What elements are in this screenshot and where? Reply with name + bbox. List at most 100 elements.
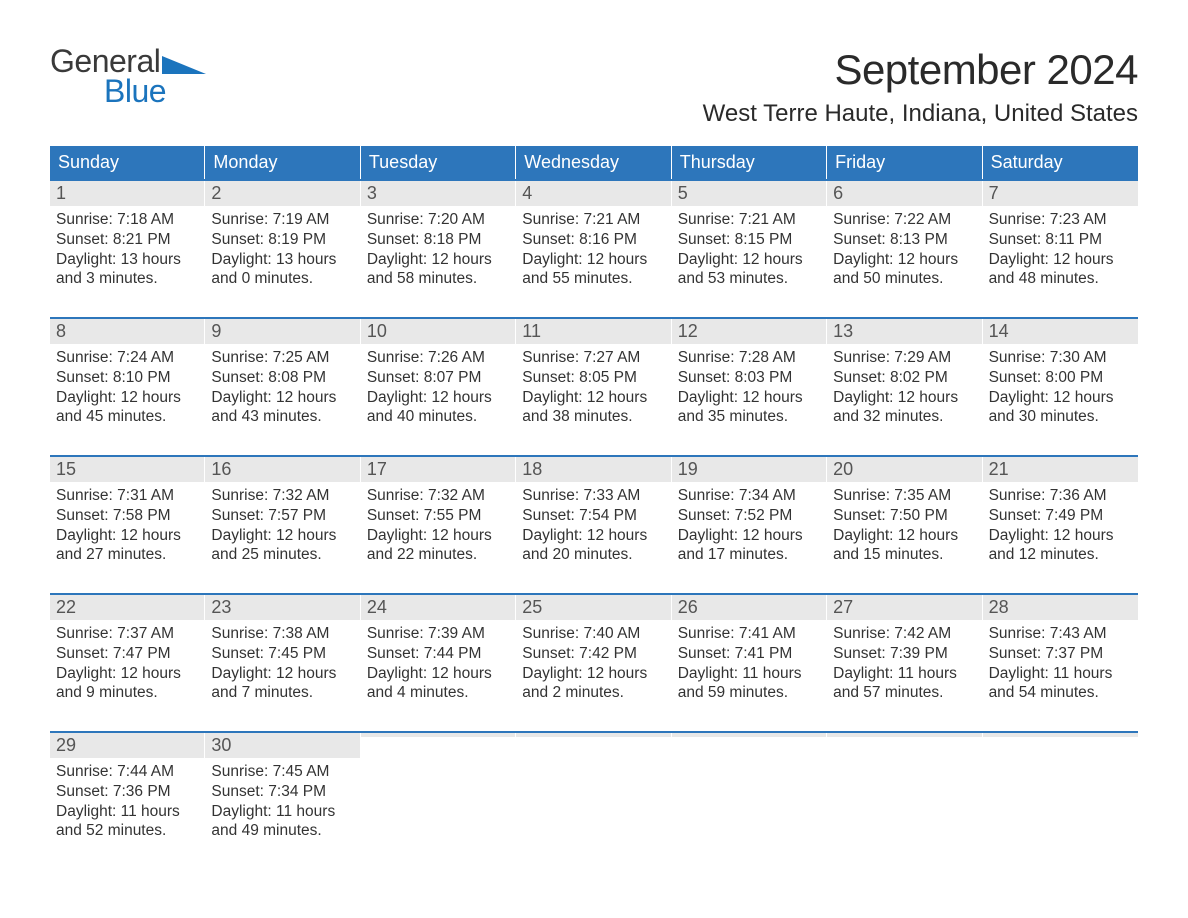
sunset-text: Sunset: 8:18 PM	[367, 230, 510, 250]
sunrise-text: Sunrise: 7:32 AM	[211, 486, 354, 506]
day-number: 15	[50, 457, 205, 482]
calendar-cell: 14Sunrise: 7:30 AMSunset: 8:00 PMDayligh…	[983, 319, 1138, 437]
daylight-text: Daylight: 12 hours and 32 minutes.	[833, 388, 976, 428]
day-number: 13	[827, 319, 982, 344]
daylight-text: Daylight: 11 hours and 49 minutes.	[211, 802, 354, 842]
daylight-text: Daylight: 11 hours and 57 minutes.	[833, 664, 976, 704]
sunrise-text: Sunrise: 7:39 AM	[367, 624, 510, 644]
day-number: 26	[672, 595, 827, 620]
calendar-cell	[516, 733, 671, 851]
day-details: Sunrise: 7:42 AMSunset: 7:39 PMDaylight:…	[827, 620, 982, 703]
calendar-week: 15 Sunrise: 7:31 AMSunset: 7:58 PM Dayligh…	[50, 455, 1138, 575]
calendar-cell: 20Sunrise: 7:35 AMSunset: 7:50 PMDayligh…	[827, 457, 982, 575]
daylight-text: Daylight: 11 hours and 52 minutes.	[56, 802, 199, 842]
calendar-cell: 19Sunrise: 7:34 AMSunset: 7:52 PMDayligh…	[672, 457, 827, 575]
day-details: Sunrise: 7:21 AMSunset: 8:15 PMDaylight:…	[672, 206, 827, 289]
sunset-text: Sunset: 7:36 PM	[56, 782, 199, 802]
sunset-text: Sunset: 8:13 PM	[833, 230, 976, 250]
calendar-cell: 9Sunrise: 7:25 AMSunset: 8:08 PMDaylight…	[205, 319, 360, 437]
day-number: 11	[516, 319, 671, 344]
calendar-cell: 4Sunrise: 7:21 AMSunset: 8:16 PMDaylight…	[516, 181, 671, 299]
calendar-cell: 16Sunrise: 7:32 AMSunset: 7:57 PMDayligh…	[205, 457, 360, 575]
day-details: Sunrise: 7:18 AMSunset: 8:21 PMDaylight:…	[50, 206, 205, 289]
day-details: Sunrise: 7:32 AMSunset: 7:57 PMDaylight:…	[205, 482, 360, 565]
day-details: Sunrise: 7:29 AMSunset: 8:02 PMDaylight:…	[827, 344, 982, 427]
day-details: Sunrise: 7:34 AMSunset: 7:52 PMDaylight:…	[672, 482, 827, 565]
day-number: 5	[672, 181, 827, 206]
sunrise-text: Sunrise: 7:26 AM	[367, 348, 510, 368]
day-details: Sunrise: 7:35 AMSunset: 7:50 PMDaylight:…	[827, 482, 982, 565]
day-number: 28	[983, 595, 1138, 620]
day-number: 19	[672, 457, 827, 482]
sunrise-text: Sunrise: 7:21 AM	[522, 210, 665, 230]
sunrise-text: Sunrise: 7:37 AM	[56, 624, 199, 644]
day-details: Sunrise: 7:37 AMSunset: 7:47 PMDaylight:…	[50, 620, 205, 703]
sunrise-text: Sunrise: 7:24 AM	[56, 348, 199, 368]
sunrise-text: Sunrise: 7:31 AM	[56, 486, 199, 506]
daylight-text: Daylight: 12 hours and 9 minutes.	[56, 664, 199, 704]
calendar-cell: 25Sunrise: 7:40 AMSunset: 7:42 PMDayligh…	[516, 595, 671, 713]
day-details: Sunrise: 7:38 AMSunset: 7:45 PMDaylight:…	[205, 620, 360, 703]
day-number: 29	[50, 733, 205, 758]
sunrise-text: Sunrise: 7:41 AM	[678, 624, 821, 644]
daylight-text: Daylight: 11 hours and 54 minutes.	[989, 664, 1132, 704]
sunset-text: Sunset: 7:39 PM	[833, 644, 976, 664]
daylight-text: Daylight: 12 hours and 53 minutes.	[678, 250, 821, 290]
sunrise-text: Sunrise: 7:34 AM	[678, 486, 821, 506]
sunrise-text: Sunrise: 7:29 AM	[833, 348, 976, 368]
daylight-text: Daylight: 12 hours and 12 minutes.	[989, 526, 1132, 566]
calendar-cell: 7Sunrise: 7:23 AMSunset: 8:11 PMDaylight…	[983, 181, 1138, 299]
calendar-cell: 1Sunrise: 7:18 AMSunset: 8:21 PMDaylight…	[50, 181, 205, 299]
calendar-cell: 3Sunrise: 7:20 AMSunset: 8:18 PMDaylight…	[361, 181, 516, 299]
sunset-text: Sunset: 8:02 PM	[833, 368, 976, 388]
sunset-text: Sunset: 7:45 PM	[211, 644, 354, 664]
day-details: Sunrise: 7:30 AMSunset: 8:00 PMDaylight:…	[983, 344, 1138, 427]
day-details: Sunrise: 7:39 AMSunset: 7:44 PMDaylight:…	[361, 620, 516, 703]
day-number: 25	[516, 595, 671, 620]
dow-wednesday: Wednesday	[516, 146, 671, 179]
sunset-text: Sunset: 8:07 PM	[367, 368, 510, 388]
sunset-text: Sunset: 7:55 PM	[367, 506, 510, 526]
day-number	[361, 733, 516, 737]
day-number: 2	[205, 181, 360, 206]
day-details: Sunrise: 7:26 AMSunset: 8:07 PMDaylight:…	[361, 344, 516, 427]
calendar-cell: 28Sunrise: 7:43 AMSunset: 7:37 PMDayligh…	[983, 595, 1138, 713]
daylight-text: Daylight: 12 hours and 50 minutes.	[833, 250, 976, 290]
day-details: Sunrise: 7:27 AMSunset: 8:05 PMDaylight:…	[516, 344, 671, 427]
sunrise-text: Sunrise: 7:35 AM	[833, 486, 976, 506]
sunset-text: Sunset: 7:58 PM	[56, 506, 199, 526]
calendar-week: 29Sunrise: 7:44 AMSunset: 7:36 PMDayligh…	[50, 731, 1138, 851]
sunrise-text: Sunrise: 7:36 AM	[989, 486, 1132, 506]
day-number: 3	[361, 181, 516, 206]
dow-thursday: Thursday	[672, 146, 827, 179]
day-number: 1	[50, 181, 205, 206]
calendar-grid: Sunday Monday Tuesday Wednesday Thursday…	[50, 146, 1138, 851]
calendar-cell	[672, 733, 827, 851]
sunrise-text: Sunrise: 7:30 AM	[989, 348, 1132, 368]
calendar-cell: 30Sunrise: 7:45 AMSunset: 7:34 PMDayligh…	[205, 733, 360, 851]
daylight-text: Daylight: 12 hours and 4 minutes.	[367, 664, 510, 704]
sunset-text: Sunset: 8:08 PM	[211, 368, 354, 388]
sunset-text: Sunset: 8:19 PM	[211, 230, 354, 250]
sunset-text: Sunset: 7:34 PM	[211, 782, 354, 802]
sunset-text: Sunset: 8:15 PM	[678, 230, 821, 250]
day-details: Sunrise: 7:40 AMSunset: 7:42 PMDaylight:…	[516, 620, 671, 703]
daylight-text: Daylight: 12 hours and 17 minutes.	[678, 526, 821, 566]
sunset-text: Sunset: 7:37 PM	[989, 644, 1132, 664]
sunrise-text: Sunrise: 7:18 AM	[56, 210, 199, 230]
day-number: 23	[205, 595, 360, 620]
day-number: 7	[983, 181, 1138, 206]
day-number: 4	[516, 181, 671, 206]
sunset-text: Sunset: 8:21 PM	[56, 230, 199, 250]
daylight-text: Daylight: 12 hours and 40 minutes.	[367, 388, 510, 428]
calendar-cell: 26Sunrise: 7:41 AMSunset: 7:41 PMDayligh…	[672, 595, 827, 713]
sunset-text: Sunset: 8:11 PM	[989, 230, 1132, 250]
day-number	[983, 733, 1138, 737]
calendar-cell: 23Sunrise: 7:38 AMSunset: 7:45 PMDayligh…	[205, 595, 360, 713]
daylight-text: Daylight: 13 hours and 3 minutes.	[56, 250, 199, 290]
calendar-cell: 12Sunrise: 7:28 AMSunset: 8:03 PMDayligh…	[672, 319, 827, 437]
sunrise-text: Sunrise: 7:21 AM	[678, 210, 821, 230]
day-details: Sunrise: 7:45 AMSunset: 7:34 PMDaylight:…	[205, 758, 360, 841]
logo-text-2: Blue	[50, 76, 206, 106]
dow-tuesday: Tuesday	[361, 146, 516, 179]
